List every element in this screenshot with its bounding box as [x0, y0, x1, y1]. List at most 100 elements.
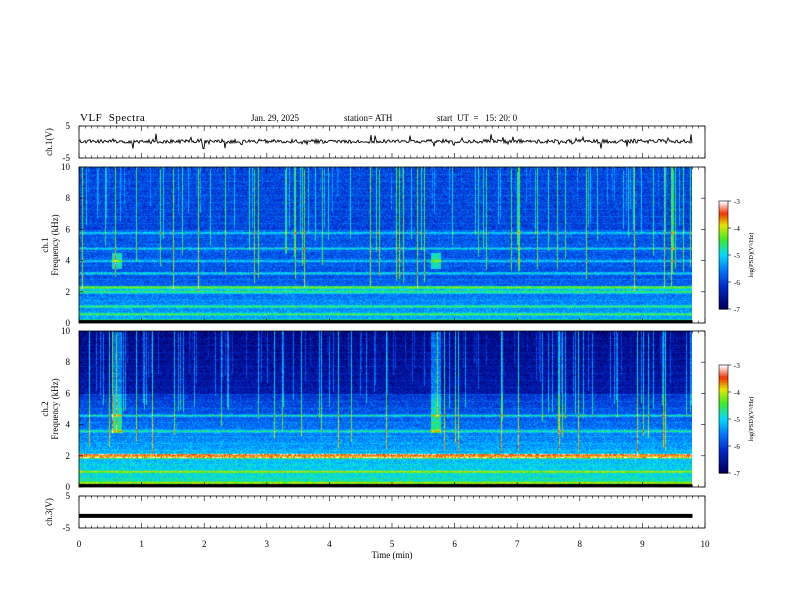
- ch1-colorbar-swatch: [719, 264, 728, 267]
- ch2-colorbar-swatch: [719, 455, 728, 458]
- ch1-colorbar-swatch: [719, 228, 728, 231]
- ch1-colorbar-swatch: [719, 204, 728, 207]
- ch3-wave-y-tick-label: -5: [63, 523, 71, 533]
- ch2-colorbar-swatch: [719, 437, 728, 440]
- ch2-colorbar-swatch: [719, 377, 728, 380]
- x-tick-label: 7: [515, 539, 520, 549]
- ch1-colorbar-swatch: [719, 240, 728, 243]
- ch2-colorbar-swatch: [719, 467, 728, 470]
- ch2-colorbar-swatch: [719, 447, 728, 451]
- ch2-spec-y-tick-label: 8: [66, 357, 71, 367]
- ch1-colorbar-swatch: [719, 282, 728, 285]
- ch1-colorbar-swatch: [719, 222, 728, 225]
- ch1-spec-y-tick-label: 6: [66, 224, 71, 234]
- ch2-colorbar-swatch: [719, 428, 728, 431]
- ch1-colorbar-swatch: [719, 258, 728, 261]
- ch1-colorbar-swatch: [719, 249, 728, 252]
- ch1-colorbar-swatch: [719, 300, 728, 303]
- ch2-colorbar-swatch: [719, 442, 728, 445]
- ch1-colorbar-label: log(PSD)(V²/Hz): [748, 233, 755, 278]
- ch2-spec-y-tick-label: 4: [66, 420, 71, 430]
- axis-text: 5-5024681002468105-5ch.1(V)ch.1Frequency…: [40, 121, 755, 560]
- ch1-colorbar-swatch: [719, 307, 728, 310]
- axes: [78, 125, 731, 529]
- ch1-wave-ylabel: ch.1(V): [44, 128, 54, 156]
- ch1-colorbar-swatch: [719, 256, 728, 260]
- ch2-colorbar-swatch: [719, 419, 728, 422]
- ch1-colorbar-swatch: [719, 305, 728, 308]
- ch2-colorbar-swatch: [719, 438, 728, 442]
- ch1-colorbar-swatch: [719, 269, 728, 272]
- ch2-colorbar-swatch: [719, 446, 728, 449]
- ch2-colorbar-swatch: [719, 453, 728, 456]
- ch1-colorbar-swatch: [719, 273, 728, 276]
- ch2-colorbar-swatch: [719, 410, 728, 413]
- ch2-colorbar-swatch: [719, 424, 728, 427]
- x-tick-label: 6: [452, 539, 457, 549]
- ch2-colorbar-swatch: [719, 370, 728, 373]
- ch1-spectrogram-image: [79, 167, 692, 323]
- ch2-colorbar-swatch: [719, 384, 728, 388]
- x-tick-label: 0: [77, 539, 82, 549]
- ch1-wave-y-tick-label: 5: [66, 121, 71, 131]
- waveform-lines: [78, 133, 693, 518]
- ch2-colorbar-swatch: [719, 415, 728, 418]
- ch1-spec-y-tick-label: 0: [66, 318, 71, 328]
- ch2-colorbar-swatch: [719, 422, 728, 425]
- ch1-spec-ylabel: ch.1Frequency (kHz): [40, 214, 60, 275]
- ch1-colorbar-swatch: [719, 251, 728, 254]
- ch1-colorbar-tick-label: -7: [734, 306, 740, 314]
- ch2-colorbar-swatch: [719, 465, 728, 469]
- ch1-colorbar-swatch: [719, 211, 728, 215]
- ch1-colorbar-swatch: [719, 298, 728, 301]
- ch2-colorbar-swatch: [719, 431, 728, 434]
- ch2-colorbar-swatch: [719, 365, 728, 368]
- ch1-wave-y-tick-label: -5: [63, 153, 71, 163]
- ch2-spec-y-tick-label: 10: [61, 326, 71, 336]
- ch1-colorbar-swatch: [719, 220, 728, 224]
- ch2-colorbar-swatch: [719, 381, 728, 384]
- ch2-colorbar-tick-label: -3: [734, 362, 740, 370]
- ch2-colorbar-swatch: [719, 402, 728, 406]
- ch2-colorbar-swatch: [719, 420, 728, 424]
- ch1-colorbar-swatch: [719, 276, 728, 279]
- ch1-colorbar-swatch: [719, 271, 728, 274]
- x-axis-label: Time (min): [372, 550, 413, 560]
- ch1-colorbar-swatch: [719, 287, 728, 290]
- ch1-colorbar-swatch: [719, 301, 728, 305]
- ch1-colorbar-swatch: [719, 233, 728, 236]
- ch1-colorbar-swatch: [719, 255, 728, 258]
- ch2-colorbar-swatch: [719, 433, 728, 436]
- ch1-colorbar-swatch: [719, 292, 728, 296]
- ch2-colorbar-label: log(PSD)(V²/Hz): [748, 397, 755, 442]
- ch2-colorbar-swatch: [719, 395, 728, 398]
- ch2-colorbar-swatch: [719, 388, 728, 391]
- ch2-colorbar-swatch: [719, 417, 728, 420]
- ch1-colorbar-swatch: [719, 238, 728, 242]
- ch2-colorbar-swatch: [719, 404, 728, 407]
- ch1-spec-y-tick-label: 8: [66, 193, 71, 203]
- ch2-colorbar-swatch: [719, 366, 728, 370]
- ch2-spec-y-tick-label: 2: [66, 451, 71, 461]
- ch2-colorbar-tick-label: -5: [734, 416, 740, 424]
- ch1-colorbar-swatch: [719, 242, 728, 245]
- ch1-colorbar-swatch: [719, 278, 728, 281]
- x-tick-label: 10: [701, 539, 711, 549]
- ch1-spec-y-tick-label: 2: [66, 287, 71, 297]
- ch2-colorbar-swatch: [719, 471, 728, 474]
- ch2-colorbar-swatch: [719, 462, 728, 465]
- date-label: Jan. 29, 2025: [251, 113, 299, 123]
- ch1-colorbar-swatch: [719, 201, 728, 204]
- ch2-colorbar-swatch: [719, 406, 728, 409]
- ch2-colorbar-swatch: [719, 375, 728, 379]
- x-tick-label: 9: [640, 539, 645, 549]
- ch2-colorbar-swatch: [719, 408, 728, 411]
- x-tick-label: 2: [202, 539, 207, 549]
- ch1-colorbar-swatch: [719, 285, 728, 288]
- ch2-colorbar-swatch: [719, 368, 728, 371]
- ch1-colorbar-swatch: [719, 265, 728, 269]
- ch2-colorbar-swatch: [719, 458, 728, 461]
- ch1-colorbar-swatch: [719, 246, 728, 249]
- ch2-spectrogram-image: [79, 331, 692, 487]
